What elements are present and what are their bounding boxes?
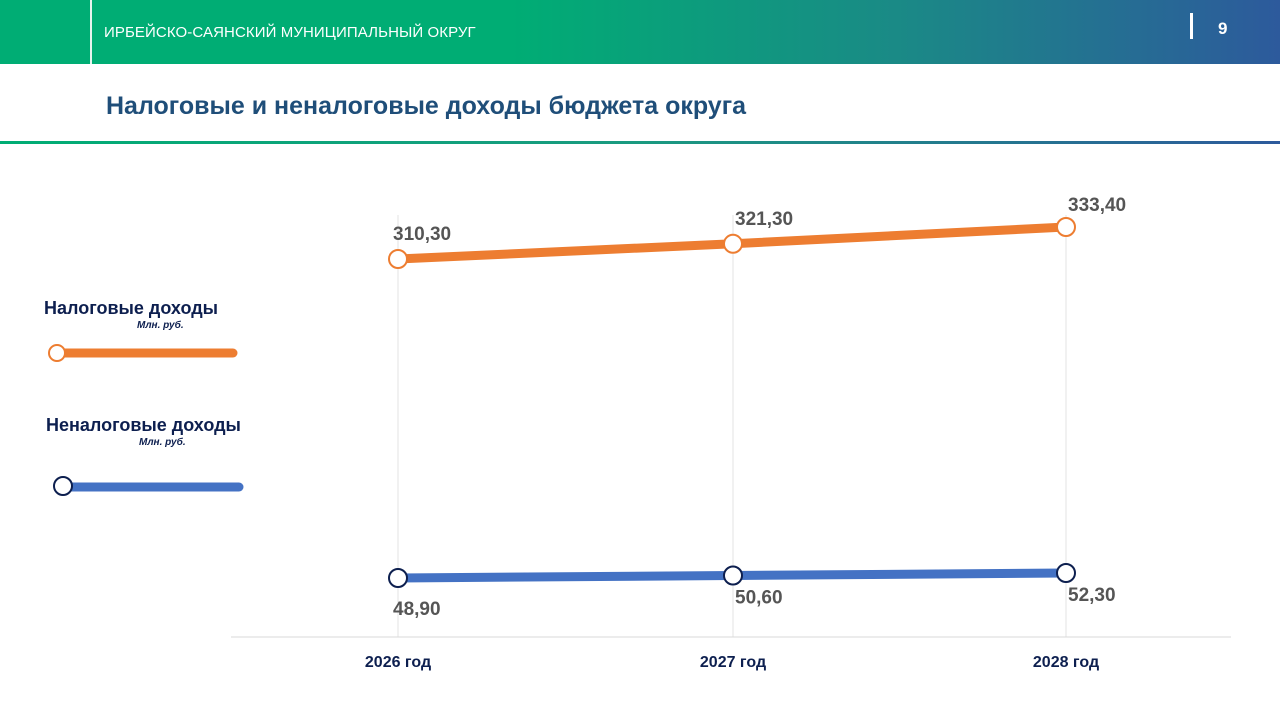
data-label: 48,90 (393, 599, 441, 620)
data-point (1056, 217, 1076, 237)
legend-nontax-unit: Млн. руб. (139, 437, 186, 448)
legend-tax-unit: Млн. руб. (137, 320, 184, 331)
data-label: 310,30 (393, 224, 451, 245)
page-number-separator (1190, 13, 1193, 39)
legend-nontax-label: Неналоговые доходы (46, 415, 241, 435)
data-point (1056, 563, 1076, 583)
legend-tax-marker (48, 344, 66, 362)
header-divider (90, 0, 92, 64)
legend-tax-label: Налоговые доходы (44, 298, 218, 318)
x-tick-label: 2027 год (700, 654, 766, 671)
x-tick-label: 2026 год (365, 654, 431, 671)
legend-markers (48, 344, 244, 496)
x-tick-label: 2028 год (1033, 654, 1099, 671)
series-lines (388, 217, 1076, 588)
data-label: 52,30 (1068, 585, 1116, 606)
slide-title: Налоговые и неналоговые доходы бюджета о… (106, 92, 747, 120)
title-underline (0, 141, 1280, 144)
data-point (388, 568, 408, 588)
legend-nontax-marker (53, 476, 73, 496)
data-point (723, 565, 743, 586)
data-label: 50,60 (735, 588, 783, 609)
x-tick-labels: 2026 год 2027 год 2028 год (365, 654, 1099, 671)
data-label: 333,40 (1068, 195, 1126, 216)
data-point (388, 249, 408, 269)
header-bar: ИРБЕЙСКО-САЯНСКИЙ МУНИЦИПАЛЬНЫЙ ОКРУГ 9 (0, 0, 1280, 64)
data-label: 321,30 (735, 209, 793, 230)
data-point (723, 233, 743, 254)
org-name: ИРБЕЙСКО-САЯНСКИЙ МУНИЦИПАЛЬНЫЙ ОКРУГ (104, 24, 476, 41)
page-number: 9 (1218, 19, 1228, 38)
data-labels: 310,30 321,30 333,40 48,90 50,60 52,30 (393, 195, 1126, 620)
